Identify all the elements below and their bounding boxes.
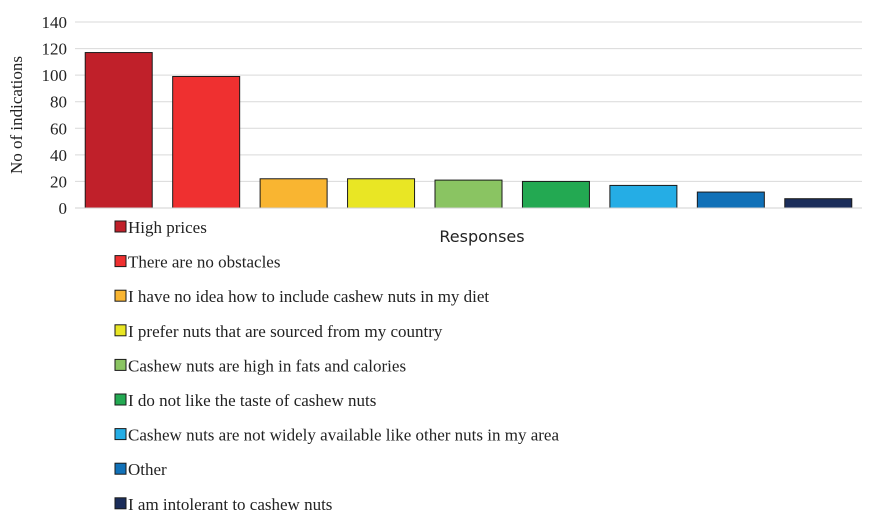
legend-swatch	[114, 220, 127, 233]
legend-swatch	[114, 497, 127, 510]
y-tick-label: 40	[50, 146, 67, 165]
legend-item: High prices	[114, 218, 207, 237]
legend-label: Cashew nuts are not widely available lik…	[128, 426, 559, 445]
legend-swatch	[114, 393, 127, 406]
legend-item: I have no idea how to include cashew nut…	[114, 287, 489, 306]
legend-item: Cashew nuts are high in fats and calorie…	[114, 356, 406, 375]
bar	[696, 191, 765, 209]
legend-item: I prefer nuts that are sourced from my c…	[114, 322, 443, 341]
y-tick-label: 140	[42, 13, 68, 32]
legend-label: I am intolerant to cashew nuts	[128, 495, 332, 513]
legend-swatch	[114, 324, 127, 337]
y-axis-tick-labels: 0 20 40 60 80 100 120 140	[42, 13, 68, 218]
legend-swatch	[114, 255, 127, 268]
y-axis-title: No of indications	[7, 56, 26, 174]
bar	[84, 52, 153, 209]
x-axis-title: Responses	[439, 227, 524, 246]
legend-label: I prefer nuts that are sourced from my c…	[128, 322, 443, 341]
bar	[609, 184, 678, 209]
legend-item: I do not like the taste of cashew nuts	[114, 391, 376, 410]
bar	[259, 178, 328, 209]
legend-label: There are no obstacles	[128, 253, 280, 272]
legend-label: I do not like the taste of cashew nuts	[128, 391, 376, 410]
legend-label: Other	[128, 460, 167, 479]
y-tick-label: 60	[50, 119, 67, 138]
bar	[172, 75, 241, 209]
bars	[84, 52, 853, 209]
legend-swatch	[114, 289, 127, 302]
bar	[521, 180, 590, 209]
y-tick-label: 120	[42, 40, 68, 59]
legend-swatch	[114, 462, 127, 475]
legend-item: There are no obstacles	[114, 253, 280, 272]
legend-item: Cashew nuts are not widely available lik…	[114, 426, 559, 445]
legend-label: Cashew nuts are high in fats and calorie…	[128, 356, 406, 375]
y-tick-label: 80	[50, 93, 67, 112]
legend-item: Other	[114, 460, 167, 479]
legend: High prices There are no obstacles I have …	[114, 218, 559, 513]
y-tick-label: 100	[42, 66, 68, 85]
bar	[784, 198, 853, 209]
legend-swatch	[114, 358, 127, 371]
y-tick-label: 20	[50, 172, 67, 191]
legend-item: I am intolerant to cashew nuts	[114, 495, 332, 513]
bar	[347, 178, 416, 209]
y-tick-label: 0	[59, 199, 68, 218]
legend-swatch	[114, 428, 127, 441]
legend-label: I have no idea how to include cashew nut…	[128, 287, 489, 306]
bar	[434, 179, 503, 209]
legend-label: High prices	[128, 218, 207, 237]
